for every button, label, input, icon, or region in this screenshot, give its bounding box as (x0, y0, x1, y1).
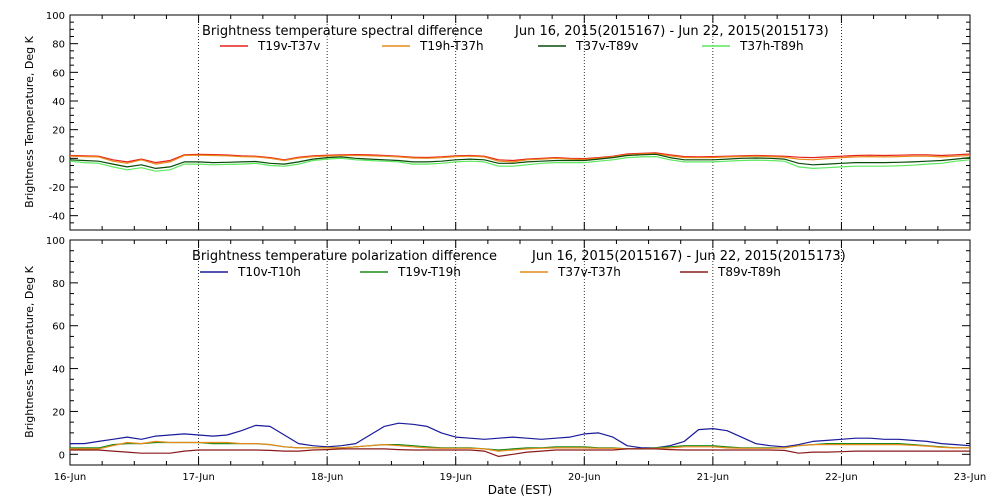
top-series-group (69, 152, 971, 172)
x-tick-label: 21-Jun (697, 472, 730, 483)
top-chart-title: Brightness temperature spectral differen… (202, 24, 483, 39)
bottom-y-tick-label: 0 (59, 450, 65, 461)
bottom-series-line-t89v-t89h (70, 448, 970, 457)
top-series-line-t19h-t37h (69, 153, 971, 165)
x-tick-label: 18-Jun (311, 472, 344, 483)
top-legend-label: T19h-T37h (419, 39, 484, 53)
top-date-range: Jun 16, 2015(2015167) - Jun 22, 2015(201… (514, 24, 829, 39)
x-tick-label: 20-Jun (568, 472, 601, 483)
bottom-x-tick-labels: 16-Jun 17-Jun 18-Jun 19-Jun 20-Jun 21-Jun 22-J… (54, 472, 987, 483)
top-legend-label: T37v-T89v (575, 39, 638, 53)
bottom-series-group (70, 422, 971, 457)
top-y-tick-label: 60 (52, 68, 65, 79)
polarization-difference-panel: 0 20 40 60 80 100 Brightness temperature pola… (23, 236, 986, 497)
bottom-ticks: 0 20 40 60 80 100 (46, 236, 971, 466)
top-y-tick-label: -40 (49, 212, 65, 223)
spectral-difference-panel: -40 -20 0 20 40 60 80 100 Brightness temperatur… (23, 11, 971, 231)
bottom-legend-label: T19v-T19h (397, 265, 461, 279)
bottom-y-tick-label: 20 (52, 407, 65, 418)
top-y-tick-label: 80 (52, 40, 65, 51)
x-tick-label: 23-Jun (954, 472, 987, 483)
top-series-line-t37v-t89v (69, 153, 971, 169)
top-legend-label: T37h-T89h (739, 39, 804, 53)
bottom-chart-title: Brightness temperature polarization diff… (192, 249, 497, 264)
bottom-date-range: Jun 16, 2015(2015167) - Jun 22, 2015(201… (531, 249, 846, 264)
bottom-legend: T10v-T10h T19v-T19h T37v-T37h T89v-T89h (200, 265, 781, 279)
top-y-tick-label: 0 (59, 154, 65, 165)
bottom-series-line-t37v-t37h (70, 440, 970, 452)
x-tick-label: 19-Jun (439, 472, 472, 483)
bottom-legend-label: T89v-T89h (717, 265, 781, 279)
top-y-axis-label: Brightness Temperature, Deg K (23, 35, 36, 207)
x-tick-label: 22-Jun (825, 472, 858, 483)
x-axis-label: Date (EST) (488, 483, 552, 497)
x-tick-label: 17-Jun (182, 472, 215, 483)
top-series-line-t19v-t37v (69, 152, 971, 164)
top-legend-label: T19v-T37v (257, 39, 320, 53)
bottom-y-tick-label: 60 (52, 322, 65, 333)
top-y-tick-label: -20 (49, 183, 65, 194)
bottom-y-tick-label: 100 (46, 236, 65, 247)
top-y-tick-label: 40 (52, 97, 65, 108)
bottom-legend-label: T10v-T10h (237, 265, 301, 279)
bottom-y-axis-label: Brightness Temperature, Deg K (23, 265, 36, 437)
bottom-y-tick-label: 40 (52, 365, 65, 376)
bottom-y-tick-label: 80 (52, 279, 65, 290)
bottom-legend-label: T37v-T37h (557, 265, 621, 279)
top-y-tick-label: 100 (46, 11, 65, 22)
top-ticks: -40 -20 0 20 40 60 80 100 (46, 11, 971, 231)
x-tick-label: 16-Jun (54, 472, 87, 483)
top-legend: T19v-T37v T19h-T37h T37v-T89v T37h-T89h (220, 39, 804, 53)
top-y-tick-label: 20 (52, 126, 65, 137)
top-series-line-t37h-t89h (69, 156, 971, 172)
bottom-series-line-t10v-t10h (70, 422, 971, 449)
